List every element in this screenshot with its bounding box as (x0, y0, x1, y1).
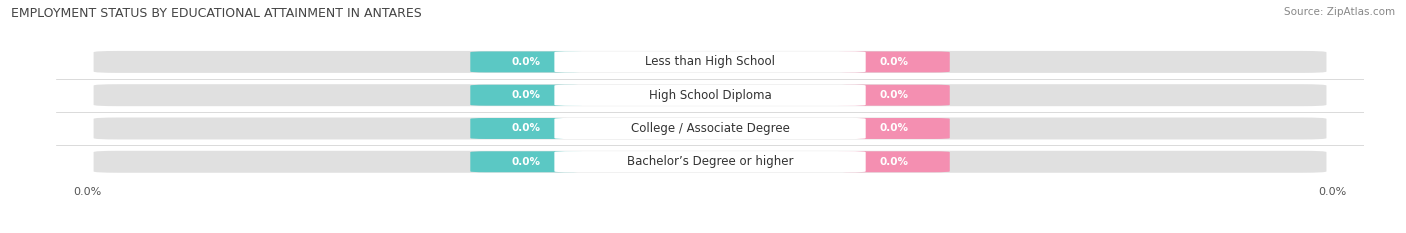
FancyBboxPatch shape (94, 51, 1326, 73)
Text: 0.0%: 0.0% (879, 57, 908, 67)
FancyBboxPatch shape (94, 84, 1326, 106)
FancyBboxPatch shape (94, 151, 1326, 173)
Text: 0.0%: 0.0% (879, 123, 908, 134)
FancyBboxPatch shape (554, 118, 866, 139)
Text: 0.0%: 0.0% (512, 57, 541, 67)
Legend: In Labor Force, Unemployed: In Labor Force, Unemployed (603, 230, 817, 233)
FancyBboxPatch shape (554, 85, 866, 106)
Text: 0.0%: 0.0% (512, 157, 541, 167)
Text: 0.0%: 0.0% (512, 90, 541, 100)
Text: Bachelor’s Degree or higher: Bachelor’s Degree or higher (627, 155, 793, 168)
FancyBboxPatch shape (470, 118, 582, 139)
FancyBboxPatch shape (554, 151, 866, 172)
Text: 0.0%: 0.0% (512, 123, 541, 134)
Text: College / Associate Degree: College / Associate Degree (631, 122, 789, 135)
FancyBboxPatch shape (838, 51, 950, 72)
FancyBboxPatch shape (470, 151, 582, 172)
Text: Less than High School: Less than High School (645, 55, 775, 69)
FancyBboxPatch shape (838, 85, 950, 106)
FancyBboxPatch shape (838, 151, 950, 172)
Text: 0.0%: 0.0% (879, 90, 908, 100)
FancyBboxPatch shape (838, 118, 950, 139)
FancyBboxPatch shape (94, 117, 1326, 140)
FancyBboxPatch shape (470, 51, 582, 72)
Text: EMPLOYMENT STATUS BY EDUCATIONAL ATTAINMENT IN ANTARES: EMPLOYMENT STATUS BY EDUCATIONAL ATTAINM… (11, 7, 422, 20)
Text: Source: ZipAtlas.com: Source: ZipAtlas.com (1284, 7, 1395, 17)
Text: 0.0%: 0.0% (879, 157, 908, 167)
FancyBboxPatch shape (554, 51, 866, 72)
FancyBboxPatch shape (470, 85, 582, 106)
Text: High School Diploma: High School Diploma (648, 89, 772, 102)
